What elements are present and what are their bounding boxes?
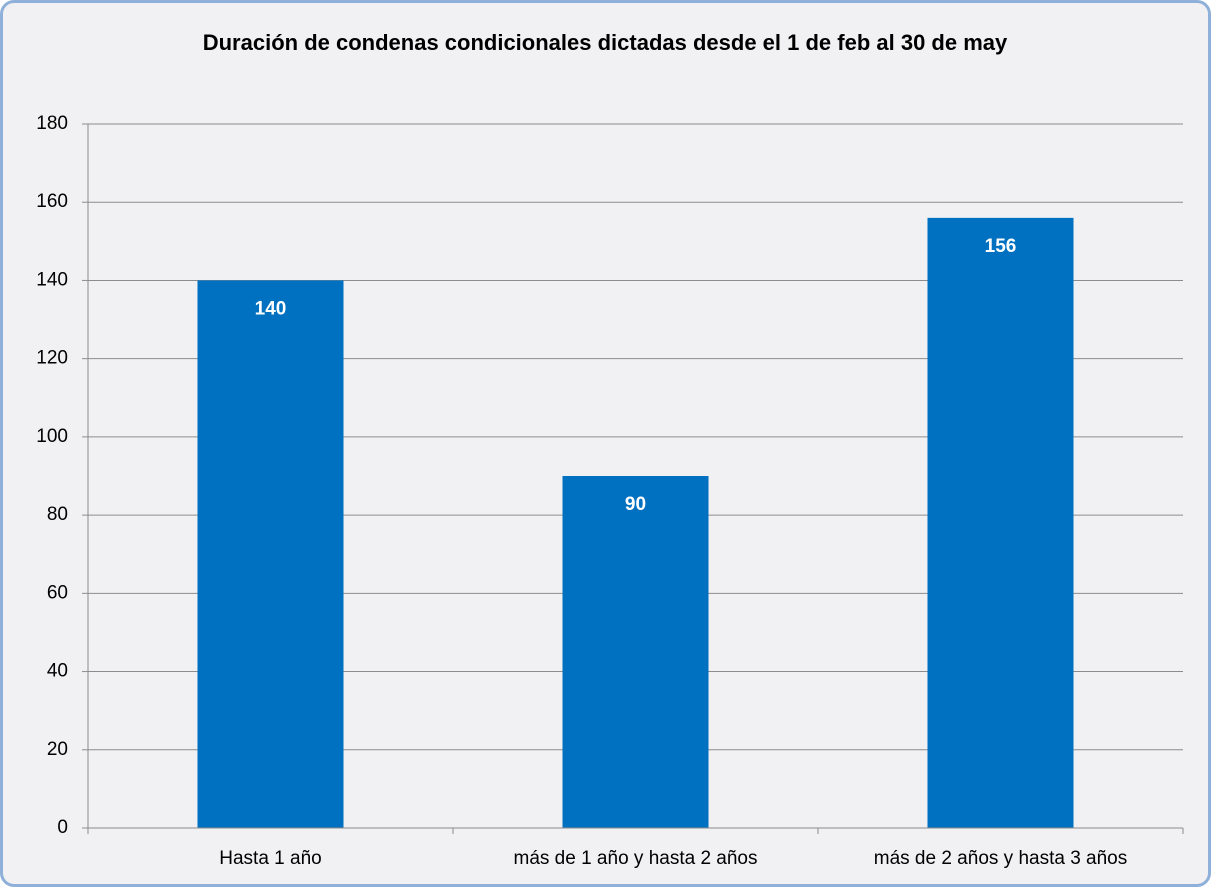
bar xyxy=(197,280,344,828)
bar xyxy=(562,476,709,828)
x-tick-label: más de 2 años y hasta 3 años xyxy=(874,848,1128,869)
y-tick-label: 120 xyxy=(36,348,68,369)
y-tick-label: 100 xyxy=(36,426,68,447)
data-label: 140 xyxy=(255,298,287,319)
y-tick-label: 140 xyxy=(36,269,68,290)
y-tick-label: 40 xyxy=(47,661,68,682)
y-tick-label: 180 xyxy=(36,113,68,134)
chart-title: Duración de condenas condicionales dicta… xyxy=(202,30,1008,55)
x-tick-label: Hasta 1 año xyxy=(219,848,321,869)
x-tick-label: más de 1 año y hasta 2 años xyxy=(514,848,758,869)
data-label: 90 xyxy=(625,494,646,515)
data-label: 156 xyxy=(985,236,1017,257)
bar xyxy=(927,217,1074,828)
y-tick-label: 20 xyxy=(47,739,68,760)
y-tick-label: 60 xyxy=(47,582,68,603)
y-tick-label: 0 xyxy=(57,817,68,838)
y-tick-label: 80 xyxy=(47,504,68,525)
y-tick-label: 160 xyxy=(36,191,68,212)
